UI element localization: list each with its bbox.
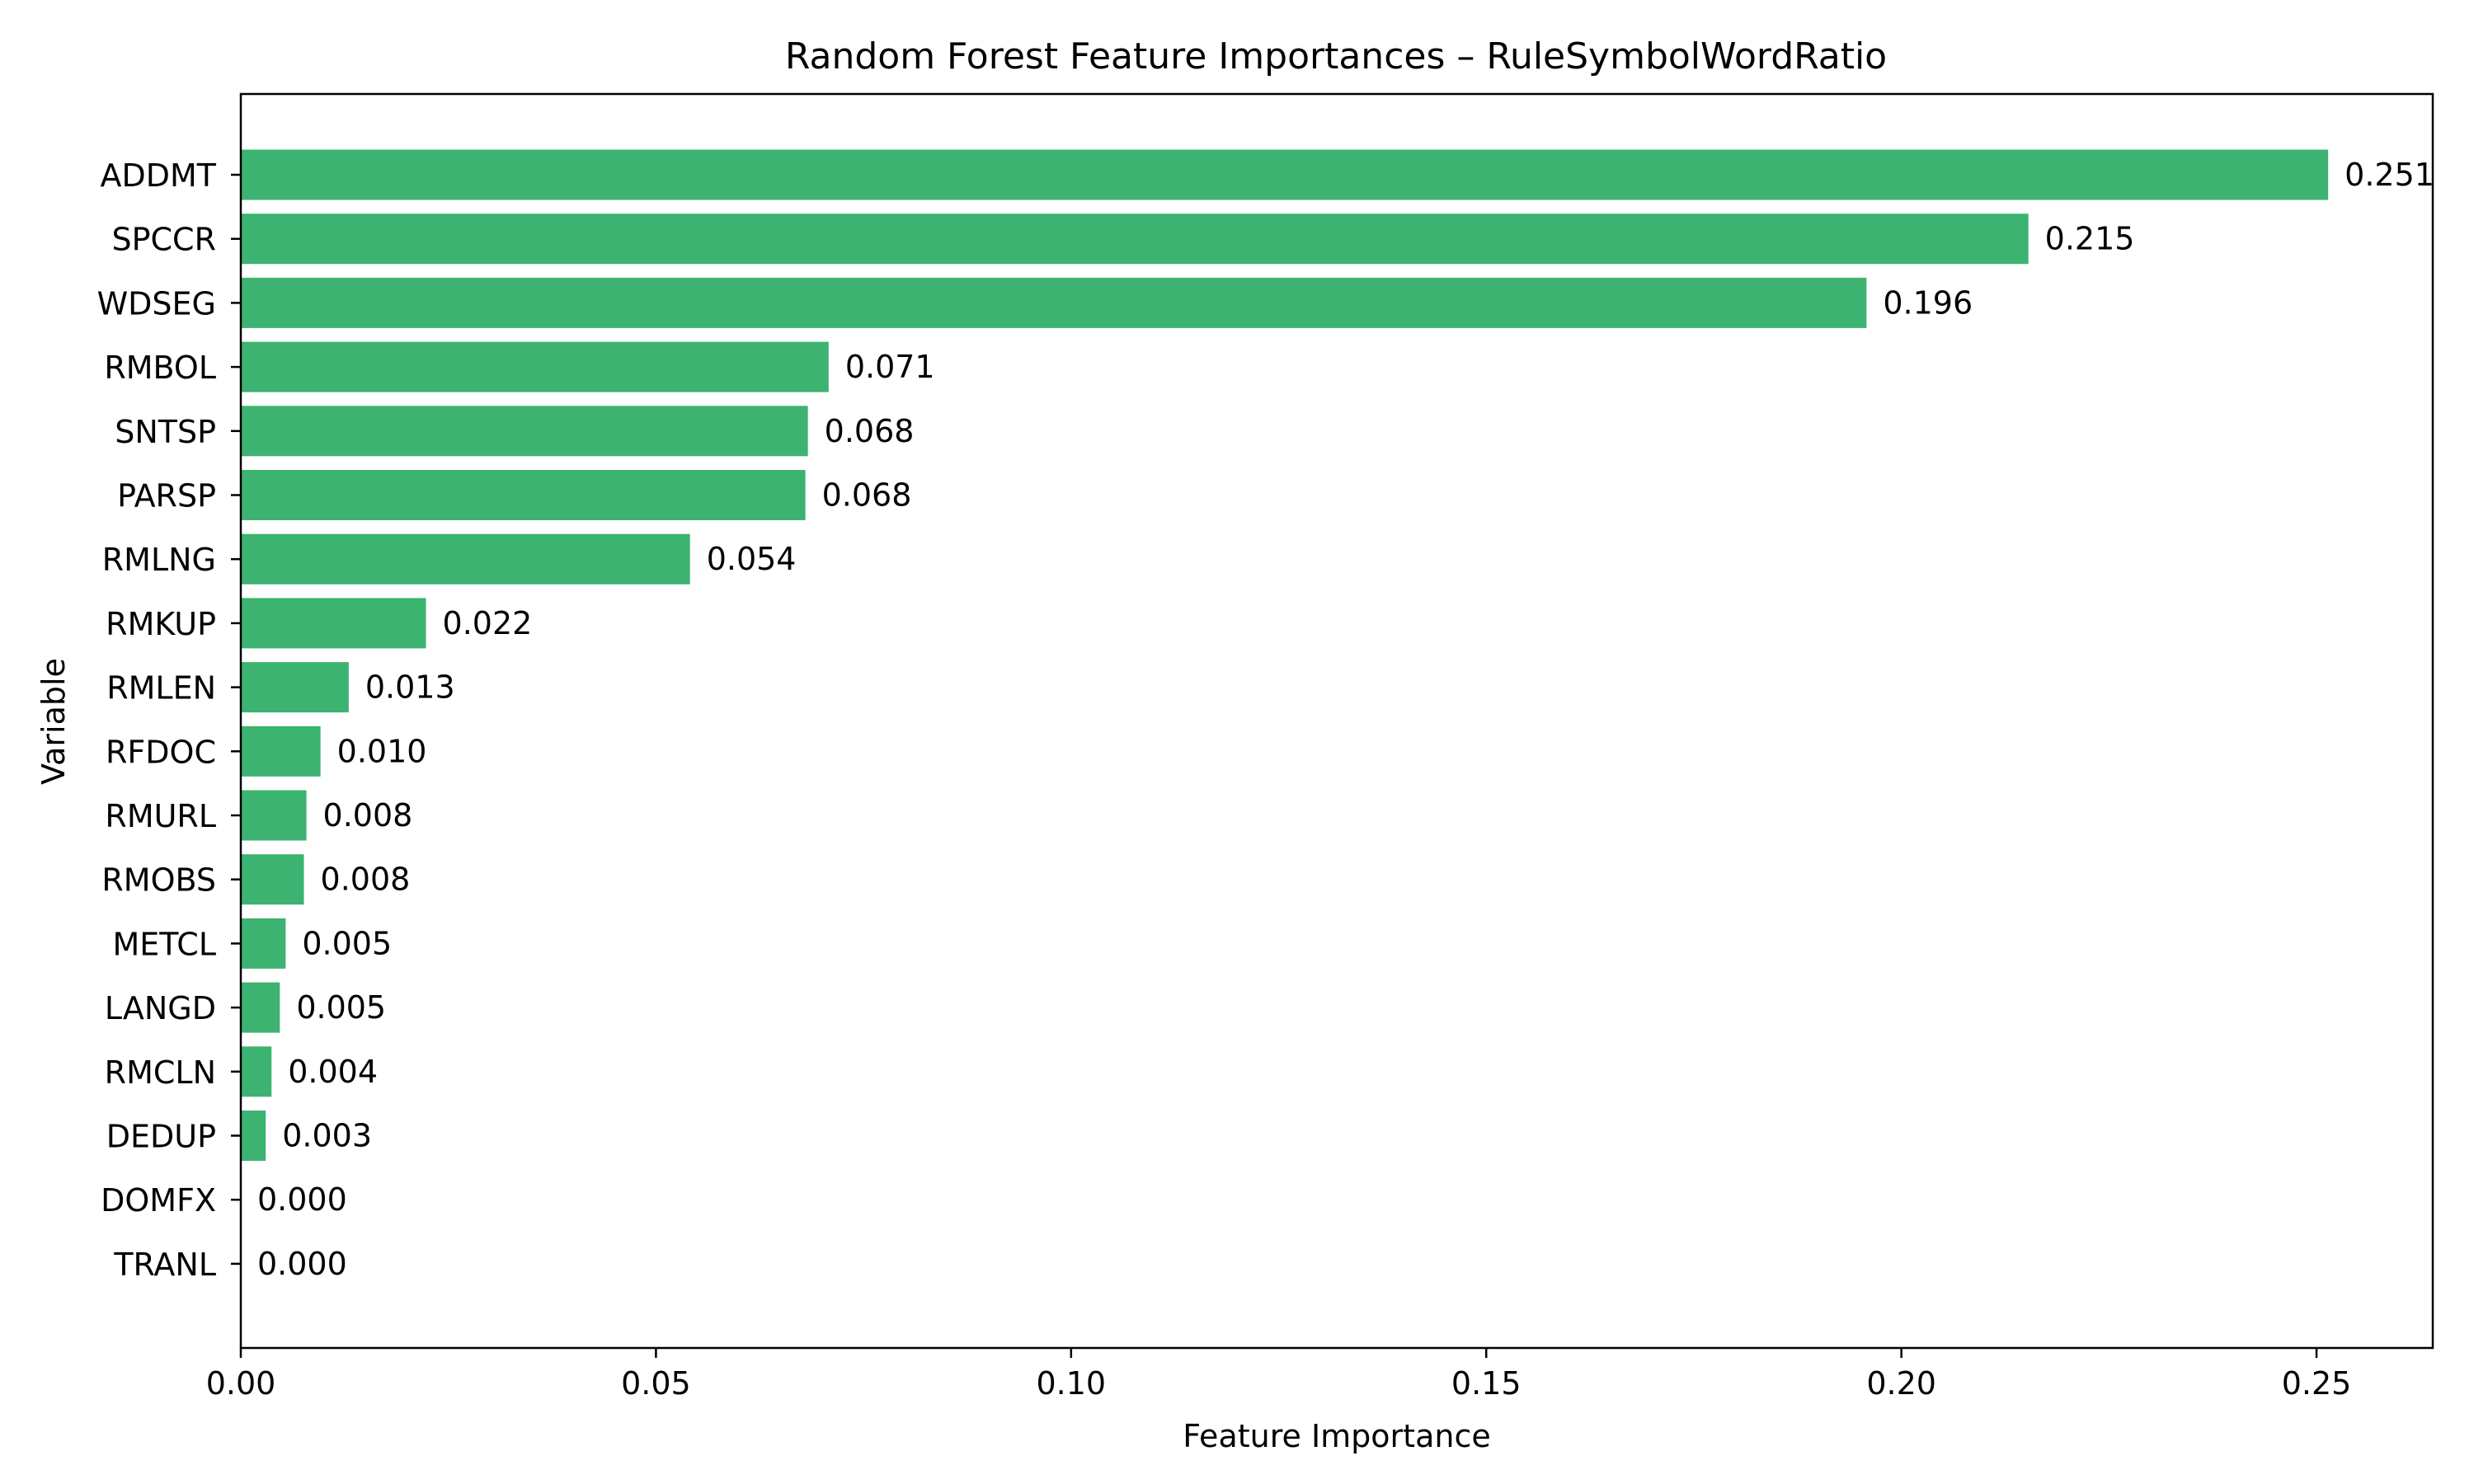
bar-value-label: 0.022 [443, 605, 533, 641]
x-axis-label: Feature Importance [1183, 1418, 1490, 1454]
bar-value-label: 0.054 [707, 541, 797, 577]
plot-frame [239, 92, 2434, 1350]
y-tick-label: PARSP [117, 478, 216, 514]
bar-value-label: 0.000 [257, 1181, 347, 1218]
bar-addmt [241, 149, 2329, 200]
bar-value-label: 0.000 [257, 1246, 347, 1282]
x-tick-label: 0.25 [2282, 1365, 2352, 1402]
bar-value-label: 0.008 [321, 862, 411, 898]
bar-wdseg [241, 277, 1867, 328]
y-tick-label: RMKUP [106, 606, 216, 642]
bar-rmobs [241, 854, 304, 905]
bar-value-label: 0.068 [822, 477, 912, 514]
bar-value-label: 0.003 [282, 1118, 372, 1154]
bar-rmurl [241, 790, 307, 841]
bar-value-label: 0.013 [365, 669, 455, 706]
bars-layer: 0.251 0.215 0.196 0.071 0.068 0.068 0.054 0.022… [241, 149, 2434, 1282]
y-tick-label: SPCCR [111, 222, 216, 258]
bar-rmlng [241, 533, 690, 585]
bar-langd [241, 982, 280, 1033]
bar-value-label: 0.004 [288, 1054, 378, 1090]
bar-rmkup [241, 598, 426, 649]
y-tick-label: RMLNG [102, 542, 216, 578]
y-tick-label: LANGD [105, 990, 216, 1026]
x-tick-label: 0.15 [1451, 1365, 1522, 1402]
y-tick-label: RMLEN [106, 670, 216, 707]
bar-parsp [241, 470, 806, 520]
bar-value-label: 0.005 [296, 989, 386, 1026]
bar-value-label: 0.008 [323, 797, 413, 834]
bar-dedup [241, 1111, 266, 1161]
bar-rmlen [241, 662, 349, 713]
x-axis-ticks: 0.00 0.05 0.10 0.15 0.20 0.25 [206, 1348, 2352, 1402]
y-tick-label: RMCLN [105, 1054, 216, 1091]
bar-metcl [241, 918, 286, 969]
bar-value-label: 0.068 [825, 413, 915, 449]
y-axis-label: Variable [35, 658, 72, 785]
y-tick-label: DOMFX [101, 1182, 216, 1219]
x-tick-label: 0.00 [206, 1365, 276, 1402]
bar-rmcln [241, 1046, 272, 1097]
chart-title: Random Forest Feature Importances – Rule… [785, 35, 1887, 77]
y-tick-label: DEDUP [106, 1119, 216, 1155]
bar-sntsp [241, 406, 808, 457]
y-tick-label: WDSEG [97, 285, 216, 322]
x-tick-label: 0.10 [1037, 1365, 1107, 1402]
bar-value-label: 0.005 [302, 925, 392, 961]
y-tick-label: METCL [113, 926, 217, 962]
bar-value-label: 0.010 [337, 733, 427, 769]
bar-value-label: 0.071 [845, 349, 935, 385]
bar-rmbol [241, 341, 829, 392]
y-tick-label: RFDOC [106, 734, 216, 770]
y-tick-label: ADDMT [100, 157, 216, 194]
y-tick-label: SNTSP [115, 414, 216, 450]
x-tick-label: 0.20 [1866, 1365, 1936, 1402]
y-tick-label: RMURL [105, 798, 216, 834]
y-tick-label: RMOBS [101, 862, 216, 899]
bar-value-label: 0.215 [2045, 221, 2135, 257]
x-tick-label: 0.05 [621, 1365, 691, 1402]
y-tick-label: RMBOL [104, 350, 216, 386]
y-tick-label: TRANL [113, 1247, 216, 1283]
bar-spccr [241, 214, 2029, 265]
bar-rfdoc [241, 726, 321, 777]
bar-value-label: 0.196 [1883, 284, 1973, 321]
y-axis-ticks: ADDMT SPCCR WDSEG RMBOL SNTSP PARSP RMLNG RMKUP… [97, 157, 241, 1283]
bar-value-label: 0.251 [2345, 157, 2434, 193]
